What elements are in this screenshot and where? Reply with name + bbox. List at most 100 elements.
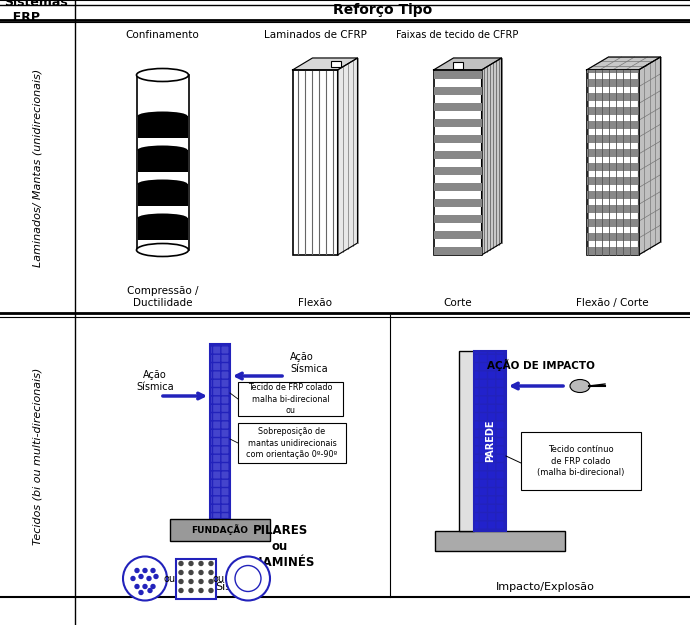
Bar [586, 233, 638, 241]
Text: Impacto/Explosão: Impacto/Explosão [495, 582, 595, 592]
Circle shape [143, 584, 147, 589]
Bar [137, 150, 188, 172]
Circle shape [154, 574, 158, 579]
Bar [586, 135, 638, 143]
Bar [433, 215, 482, 223]
Circle shape [179, 561, 183, 566]
Polygon shape [433, 58, 502, 70]
Circle shape [135, 584, 139, 589]
Bar [453, 62, 462, 69]
Text: Faixas de tecido de CFRP: Faixas de tecido de CFRP [396, 30, 519, 40]
Text: ou: ou [213, 574, 225, 584]
Bar [433, 103, 482, 111]
Polygon shape [586, 57, 660, 70]
Ellipse shape [570, 379, 590, 392]
Text: Ação
Sísmica: Ação Sísmica [290, 352, 328, 374]
Text: Ação
Sísmica: Ação Sísmica [136, 370, 174, 392]
Circle shape [199, 571, 203, 574]
Text: Laminados de CFRP: Laminados de CFRP [264, 30, 366, 40]
Ellipse shape [137, 179, 188, 189]
Text: Confinamento: Confinamento [126, 30, 199, 40]
Circle shape [148, 589, 152, 592]
Bar [433, 135, 482, 143]
Bar [210, 344, 230, 519]
Text: Flexão: Flexão [298, 298, 332, 308]
Bar [474, 351, 506, 531]
Circle shape [199, 589, 203, 592]
Circle shape [199, 561, 203, 566]
Bar [170, 519, 270, 541]
Bar [433, 199, 482, 207]
Circle shape [135, 569, 139, 572]
Bar [238, 382, 343, 416]
Ellipse shape [137, 214, 188, 222]
Circle shape [209, 561, 213, 566]
Bar [459, 351, 474, 531]
Circle shape [189, 561, 193, 566]
Bar [521, 432, 641, 490]
Circle shape [226, 556, 270, 601]
Text: Sismo: Sismo [215, 582, 249, 592]
Circle shape [189, 589, 193, 592]
Text: ou: ou [164, 574, 176, 584]
Circle shape [139, 574, 143, 579]
Bar [433, 71, 482, 79]
Text: AÇÃO DE IMPACTO: AÇÃO DE IMPACTO [487, 359, 595, 371]
Bar [435, 531, 565, 551]
Polygon shape [293, 58, 357, 70]
Polygon shape [337, 58, 357, 255]
Bar [433, 119, 482, 127]
Polygon shape [482, 58, 502, 255]
Circle shape [179, 571, 183, 574]
Bar [586, 70, 638, 73]
Bar [586, 121, 638, 129]
Bar [137, 184, 188, 206]
Text: Laminados/ Mantas (unidirecionais): Laminados/ Mantas (unidirecionais) [32, 68, 43, 267]
Bar [433, 247, 482, 255]
Bar [137, 75, 188, 250]
Bar [176, 559, 216, 599]
Text: Tecido de FRP colado
malha bi-direcional
ou: Tecido de FRP colado malha bi-direcional… [248, 383, 333, 414]
Ellipse shape [137, 69, 188, 81]
Circle shape [151, 569, 155, 572]
Bar [586, 163, 638, 171]
Circle shape [131, 576, 135, 581]
Bar [137, 218, 188, 240]
Circle shape [139, 591, 143, 594]
Text: Compressão /
Ductilidade: Compressão / Ductilidade [127, 286, 198, 308]
Circle shape [179, 579, 183, 584]
Bar [586, 219, 638, 227]
Text: Reforço Tipo: Reforço Tipo [333, 3, 432, 17]
Bar [586, 191, 638, 199]
Text: Tecido contínuo
de FRP colado
(malha bi-direcional): Tecido contínuo de FRP colado (malha bi-… [538, 446, 624, 477]
Text: Flexão / Corte: Flexão / Corte [576, 298, 649, 308]
Bar [586, 177, 638, 185]
Bar [586, 205, 638, 213]
Circle shape [189, 571, 193, 574]
Polygon shape [638, 57, 660, 255]
Text: Sobreposição de
mantas unidirecionais
com orientação 0º-90º: Sobreposição de mantas unidirecionais co… [246, 428, 337, 459]
Bar [433, 231, 482, 239]
Circle shape [199, 579, 203, 584]
Bar [137, 116, 188, 138]
Bar [586, 93, 638, 101]
Bar [293, 70, 337, 255]
Bar [586, 149, 638, 157]
Bar [433, 87, 482, 95]
Bar [433, 167, 482, 175]
Circle shape [179, 589, 183, 592]
Circle shape [151, 584, 155, 589]
Circle shape [209, 589, 213, 592]
Text: Tecidos (bi ou multi-direcionais): Tecidos (bi ou multi-direcionais) [32, 368, 43, 544]
Circle shape [147, 576, 151, 581]
Ellipse shape [137, 244, 188, 256]
Text: Corte: Corte [443, 298, 472, 308]
Circle shape [143, 569, 147, 572]
Bar [238, 423, 346, 463]
Text: Sistemas
  FRP: Sistemas FRP [4, 0, 68, 24]
Circle shape [189, 579, 193, 584]
Text: PAREDE: PAREDE [485, 420, 495, 462]
Ellipse shape [137, 146, 188, 154]
Bar [586, 248, 638, 255]
Bar [433, 70, 482, 255]
